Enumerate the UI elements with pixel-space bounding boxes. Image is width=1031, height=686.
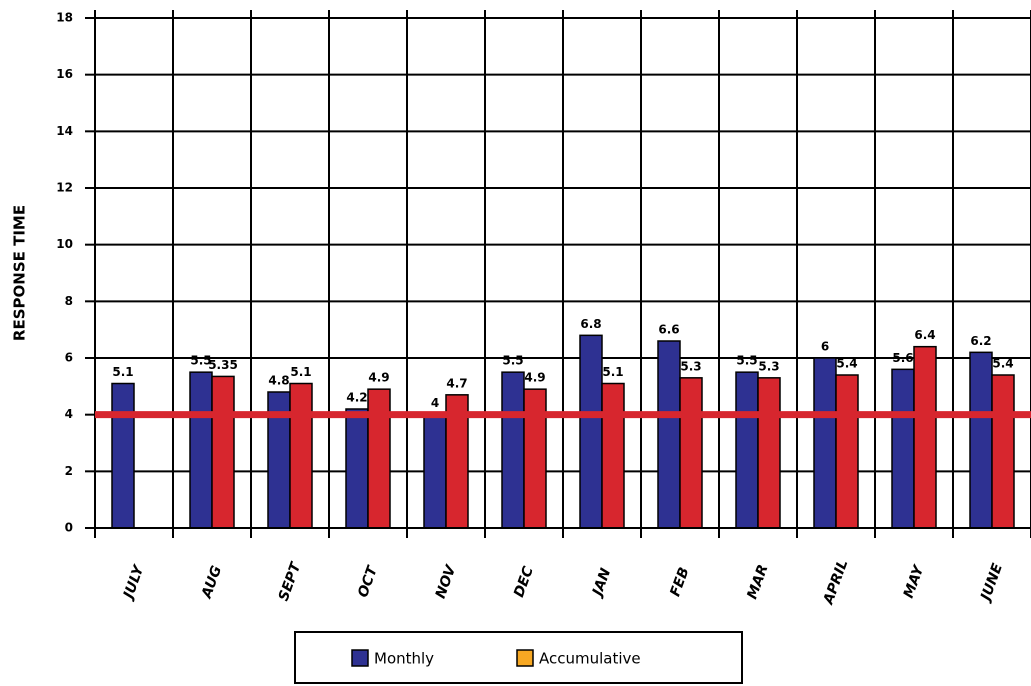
legend-label: Monthly — [374, 650, 434, 668]
value-label: 5.4 — [836, 357, 857, 371]
bar — [601, 382, 625, 529]
value-label: 6.6 — [658, 323, 679, 337]
bar — [835, 374, 859, 529]
x-tick-label: FEB — [667, 565, 692, 598]
y-tick-label: 14 — [56, 124, 73, 138]
bar — [523, 388, 547, 529]
bar — [757, 377, 781, 529]
bar — [289, 382, 313, 529]
value-label: 5.1 — [602, 365, 623, 379]
y-tick-label: 10 — [56, 237, 73, 251]
value-label: 5.5 — [736, 354, 757, 368]
value-label: 5.5 — [190, 354, 211, 368]
bar — [813, 357, 837, 529]
bar — [913, 345, 937, 529]
y-tick-label: 12 — [56, 181, 73, 195]
x-tick-label: APRIL — [820, 558, 851, 608]
value-label: 4.9 — [524, 371, 545, 385]
bar — [991, 374, 1015, 529]
value-label: 4.7 — [446, 376, 467, 390]
bar — [735, 371, 759, 529]
bar — [679, 377, 703, 529]
x-tick-label: MAR — [744, 563, 771, 602]
bar — [189, 371, 213, 529]
bar — [579, 334, 603, 529]
bar — [345, 408, 369, 529]
y-tick-label: 0 — [65, 521, 73, 535]
y-tick-label: 18 — [56, 11, 73, 25]
x-tick-label: JAN — [589, 566, 615, 601]
x-tick-label: JUNE — [977, 561, 1006, 605]
bar — [423, 413, 447, 529]
y-tick-label: 2 — [65, 464, 73, 478]
bar — [211, 375, 235, 529]
value-label: 5.4 — [992, 357, 1013, 371]
x-tick-label: MAY — [901, 562, 928, 601]
bar — [367, 388, 391, 529]
y-tick-label: 8 — [65, 294, 73, 308]
bar — [111, 382, 135, 529]
bar — [891, 368, 915, 529]
value-label: 5.1 — [290, 365, 311, 379]
value-label: 4.8 — [268, 374, 289, 388]
value-label: 4.9 — [368, 371, 389, 385]
value-label: 4.2 — [346, 391, 367, 405]
legend-swatch — [516, 649, 534, 667]
value-label: 6.8 — [580, 317, 601, 331]
x-tick-label: OCT — [355, 563, 381, 600]
legend-swatch — [351, 649, 369, 667]
value-label: 5.35 — [208, 358, 238, 372]
y-axis-label: RESPONSE TIME — [11, 205, 29, 341]
x-tick-label: NOV — [433, 562, 460, 600]
bar — [657, 340, 681, 529]
y-tick-label: 16 — [56, 67, 73, 81]
value-label: 5.1 — [112, 365, 133, 379]
x-tick-label: SEPT — [276, 559, 305, 603]
value-label: 5.6 — [892, 351, 913, 365]
x-tick-label: JULY — [120, 562, 148, 603]
value-label: 5.3 — [758, 359, 779, 373]
value-label: 4 — [431, 396, 439, 410]
value-label: 5.3 — [680, 359, 701, 373]
value-label: 6.2 — [970, 334, 991, 348]
value-label: 5.5 — [502, 354, 523, 368]
x-tick-label: AUG — [198, 564, 225, 601]
x-tick-label: DEC — [511, 564, 537, 600]
value-label: 6.4 — [914, 328, 935, 342]
bar — [969, 351, 993, 529]
y-tick-label: 6 — [65, 351, 73, 365]
bar — [501, 371, 525, 529]
legend-label: Accumulative — [539, 650, 641, 668]
y-tick-label: 4 — [65, 407, 73, 421]
value-label: 6 — [821, 340, 829, 354]
